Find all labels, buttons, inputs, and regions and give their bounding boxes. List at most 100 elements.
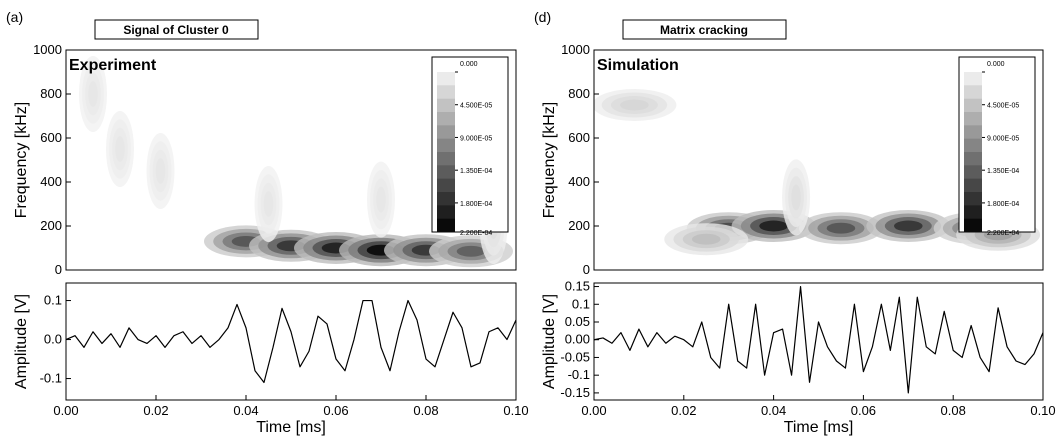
x-tick-label: 0.00	[53, 403, 78, 418]
colorbar-band	[964, 218, 982, 233]
colorbar-band	[964, 125, 982, 140]
colorbar-band	[964, 165, 982, 180]
colorbar-tick-label: 9.000E-05	[987, 135, 1019, 142]
colorbar-band	[964, 85, 982, 100]
colorbar-band	[964, 72, 982, 86]
colorbar-band	[964, 205, 982, 220]
colorbar-tick-label: 2.200E-04	[460, 230, 492, 237]
colorbar-band	[437, 152, 455, 166]
colorbar-tick-label: 4.500E-05	[987, 103, 1019, 110]
y-tick-label: -0.05	[560, 349, 590, 364]
colorbar-tick-label: 1.350E-04	[460, 168, 492, 175]
contour-peak	[664, 223, 749, 256]
y-axis-label: Amplitude [V]	[541, 294, 558, 389]
contour-level	[791, 184, 801, 211]
y-axis-label: Frequency [kHz]	[541, 102, 558, 218]
colorbar-band	[964, 178, 982, 193]
colorbar-band	[437, 178, 455, 193]
y-tick-label: 400	[40, 174, 62, 189]
colorbar-tick-label: 0.000	[460, 61, 478, 68]
x-tick-label: 0.08	[941, 403, 966, 418]
contour-level	[456, 245, 486, 257]
y-tick-label: 0	[55, 262, 62, 277]
colorbar-tick-label: 9.000E-05	[460, 135, 492, 142]
x-tick-label: 0.10	[503, 403, 528, 418]
colorbar-band	[437, 205, 455, 220]
contour-level	[759, 220, 788, 232]
x-axis-label: Time [ms]	[256, 419, 326, 436]
y-tick-label: 400	[568, 174, 590, 189]
y-tick-label: 0.1	[44, 293, 62, 308]
colorbar-tick-label: 1.350E-04	[987, 168, 1019, 175]
y-tick-label: 800	[568, 86, 590, 101]
contour-peak	[367, 161, 395, 238]
contour-level	[155, 158, 166, 184]
colorbar-tick-label: 0.000	[987, 61, 1005, 68]
x-axis-label: Time [ms]	[784, 419, 854, 436]
contour-level	[894, 220, 923, 232]
colorbar-band	[437, 218, 455, 233]
y-tick-label: 1000	[561, 42, 590, 57]
waveform	[593, 285, 1044, 394]
x-tick-label: 0.04	[761, 403, 786, 418]
x-tick-label: 0.06	[851, 403, 876, 418]
contour-level	[263, 191, 274, 217]
contour-peak	[79, 56, 107, 132]
colorbar-band	[964, 138, 982, 153]
y-tick-label: 0	[583, 262, 590, 277]
contour-level	[88, 81, 98, 107]
colorbar-band	[964, 152, 982, 166]
panel-label: (d)	[534, 9, 551, 25]
colorbar-tick-label: 1.800E-04	[460, 201, 492, 208]
y-axis-label: Frequency [kHz]	[13, 102, 30, 218]
y-tick-label: 0.05	[565, 314, 590, 329]
colorbar-band	[437, 98, 455, 113]
y-tick-label: 600	[40, 130, 62, 145]
colorbar-band	[964, 112, 982, 126]
axes-frame	[593, 49, 1044, 271]
y-tick-label: -0.1	[40, 371, 62, 386]
y-tick-label: 600	[568, 130, 590, 145]
y-tick-label: 0.15	[565, 279, 590, 294]
axes-frame	[593, 282, 1044, 401]
contour-peak	[254, 166, 283, 242]
y-tick-label: 0.00	[565, 332, 590, 347]
colorbar-band	[437, 165, 455, 180]
contour-peak	[106, 111, 134, 187]
contour-peak	[782, 159, 811, 236]
contour-level	[376, 186, 386, 213]
y-tick-label: -0.1	[568, 367, 590, 382]
colorbar-band	[964, 192, 982, 206]
x-tick-label: 0.04	[233, 403, 258, 418]
y-tick-label: 200	[40, 218, 62, 233]
x-tick-label: 0.10	[1030, 403, 1055, 418]
title-box	[94, 19, 259, 40]
y-tick-label: 0.1	[572, 296, 590, 311]
contour-peak	[798, 212, 883, 245]
colorbar-band	[437, 192, 455, 206]
contour-peak	[594, 89, 677, 121]
contour-peak	[146, 133, 175, 209]
contour-level	[620, 99, 649, 111]
annotation: Simulation	[597, 57, 679, 74]
annotation: Experiment	[69, 57, 157, 74]
contour-level	[115, 136, 125, 162]
x-tick-label: 0.08	[413, 403, 438, 418]
y-tick-label: 800	[40, 86, 62, 101]
contour-level	[826, 222, 856, 234]
contour-field	[594, 89, 1041, 256]
colorbar-band	[437, 85, 455, 100]
colorbar-tick-label: 2.200E-04	[987, 230, 1019, 237]
y-tick-label: 200	[568, 218, 590, 233]
axes-frame	[65, 49, 517, 271]
y-tick-label: 1000	[33, 42, 62, 57]
x-tick-label: 0.00	[581, 403, 606, 418]
x-tick-label: 0.06	[323, 403, 348, 418]
contour-peak	[866, 210, 951, 242]
colorbar-band	[437, 72, 455, 86]
colorbar-band	[437, 112, 455, 126]
y-axis-label: Amplitude [V]	[13, 294, 30, 389]
y-tick-label: -0.15	[560, 385, 590, 400]
colorbar-tick-label: 1.800E-04	[987, 201, 1019, 208]
